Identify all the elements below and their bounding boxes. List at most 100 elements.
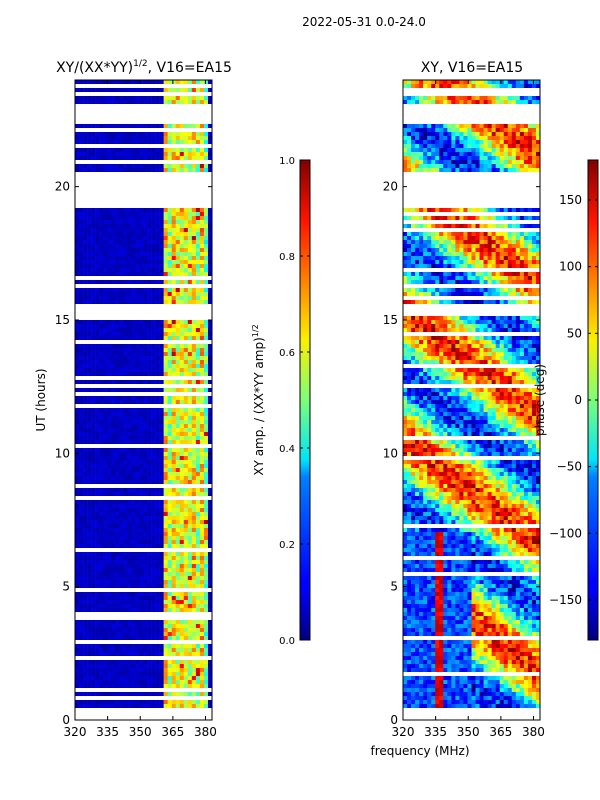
amplitude-heatmap-cell <box>147 264 152 268</box>
amplitude-heatmap-cell <box>75 512 80 516</box>
amplitude-heatmap-cell <box>83 560 88 564</box>
amplitude-heatmap-cell <box>119 352 124 356</box>
amplitude-heatmap-cell <box>99 664 104 668</box>
amplitude-heatmap-cell <box>187 500 193 504</box>
amplitude-heatmap-cell <box>91 476 96 480</box>
phase-heatmap-cell <box>439 688 444 692</box>
phase-heatmap-cell <box>495 644 501 648</box>
amplitude-heatmap-cell <box>143 264 148 268</box>
amplitude-heatmap-cell <box>195 420 201 424</box>
amplitude-heatmap-cell <box>115 620 120 624</box>
amplitude-heatmap-cell <box>75 524 80 528</box>
amplitude-heatmap-cell <box>139 684 144 688</box>
phase-heatmap-cell <box>411 688 416 692</box>
phase-heatmap-cell <box>467 596 472 600</box>
amplitude-heatmap-cell <box>131 232 136 236</box>
amplitude-heatmap-cell <box>199 620 205 624</box>
amplitude-heatmap-cell <box>111 684 116 688</box>
amplitude-heatmap-cell <box>147 580 152 584</box>
amplitude-heatmap-cell <box>203 320 209 324</box>
amplitude-heatmap-cell <box>167 424 173 428</box>
amplitude-heatmap-cell <box>163 624 168 628</box>
amplitude-heatmap-cell <box>163 336 168 340</box>
amplitude-heatmap-cell <box>91 380 96 384</box>
amplitude-heatmap-cell <box>151 288 156 292</box>
amplitude-heatmap-cell <box>147 492 152 496</box>
amplitude-heatmap-cell <box>79 248 84 252</box>
amplitude-heatmap-cell <box>91 516 96 520</box>
amplitude-heatmap-cell <box>191 268 197 272</box>
amplitude-heatmap-cell <box>99 648 104 652</box>
amplitude-heatmap-cell <box>155 268 160 272</box>
phase-heatmap-cell <box>523 648 529 652</box>
amplitude-heatmap-cell <box>111 552 116 556</box>
amplitude-heatmap-cell <box>75 252 80 256</box>
amplitude-heatmap-cell <box>191 140 197 144</box>
amplitude-heatmap-cell <box>155 88 160 92</box>
amplitude-heatmap-cell <box>187 400 193 404</box>
amplitude-heatmap-cell <box>87 80 92 84</box>
phase-heatmap-cell <box>515 612 521 616</box>
phase-heatmap-cell <box>519 600 525 604</box>
amplitude-heatmap-cell <box>107 360 112 364</box>
amplitude-heatmap-cell <box>115 628 120 632</box>
amplitude-heatmap-cell <box>83 124 88 128</box>
amplitude-heatmap-cell <box>143 420 148 424</box>
amplitude-heatmap-cell <box>179 600 185 604</box>
amplitude-heatmap-cell <box>191 224 197 228</box>
amplitude-heatmap-cell <box>131 592 136 596</box>
amplitude-heatmap-cell <box>103 536 108 540</box>
amplitude-heatmap-cell <box>183 544 189 548</box>
amplitude-heatmap-cell <box>163 700 168 704</box>
amplitude-heatmap-cell <box>95 268 100 272</box>
amplitude-heatmap-cell <box>115 256 120 260</box>
phase-heatmap-cell <box>487 660 492 664</box>
amplitude-heatmap-cell <box>155 292 160 296</box>
amplitude-heatmap-cell <box>159 248 164 252</box>
amplitude-heatmap-cell <box>95 652 100 656</box>
amplitude-heatmap-cell <box>127 260 132 264</box>
amplitude-heatmap-cell <box>135 140 140 144</box>
amplitude-heatmap-cell <box>171 292 177 296</box>
amplitude-heatmap-cell <box>163 164 168 168</box>
amplitude-heatmap-cell <box>199 672 205 676</box>
amplitude-heatmap-cell <box>83 408 88 412</box>
amplitude-heatmap-cell <box>83 396 88 400</box>
amplitude-heatmap-cell <box>171 88 177 92</box>
amplitude-heatmap-cell <box>151 216 156 220</box>
amplitude-heatmap-cell <box>179 364 185 368</box>
amplitude-heatmap-cell <box>131 700 136 704</box>
amplitude-heatmap-cell <box>155 324 160 328</box>
amplitude-heatmap-cell <box>75 596 80 600</box>
amplitude-heatmap-cell <box>187 256 193 260</box>
amplitude-heatmap-cell <box>191 460 197 464</box>
phase-heatmap-cell <box>411 648 416 652</box>
amplitude-heatmap-cell <box>95 124 100 128</box>
amplitude-heatmap-cell <box>171 396 177 400</box>
amplitude-heatmap-cell <box>135 416 140 420</box>
amplitude-heatmap-cell <box>159 280 164 284</box>
amplitude-heatmap-cell <box>183 100 189 104</box>
amplitude-heatmap-cell <box>199 520 205 524</box>
amplitude-heatmap-cell <box>151 388 156 392</box>
amplitude-heatmap-cell <box>139 136 144 140</box>
phase-heatmap-cell <box>479 668 484 672</box>
amplitude-heatmap-cell <box>95 604 100 608</box>
amplitude-heatmap-cell <box>195 264 201 268</box>
amplitude-heatmap-cell <box>79 560 84 564</box>
phase-heatmap-cell <box>499 676 505 680</box>
amplitude-heatmap-cell <box>103 592 108 596</box>
phase-heatmap-cell <box>479 664 484 668</box>
amplitude-heatmap-cell <box>167 356 173 360</box>
amplitude-heatmap-cell <box>191 356 197 360</box>
amplitude-heatmap-cell <box>207 440 213 444</box>
amplitude-heatmap-cell <box>167 140 173 144</box>
phase-heatmap-cell <box>415 680 420 684</box>
amplitude-heatmap-cell <box>207 324 213 328</box>
phase-heatmap-cell <box>415 656 420 660</box>
amplitude-heatmap-cell <box>131 560 136 564</box>
phase-heatmap-cell <box>455 660 460 664</box>
phase-heatmap-cell <box>495 656 501 660</box>
amplitude-heatmap-cell <box>83 684 88 688</box>
amplitude-heatmap-cell <box>87 516 92 520</box>
